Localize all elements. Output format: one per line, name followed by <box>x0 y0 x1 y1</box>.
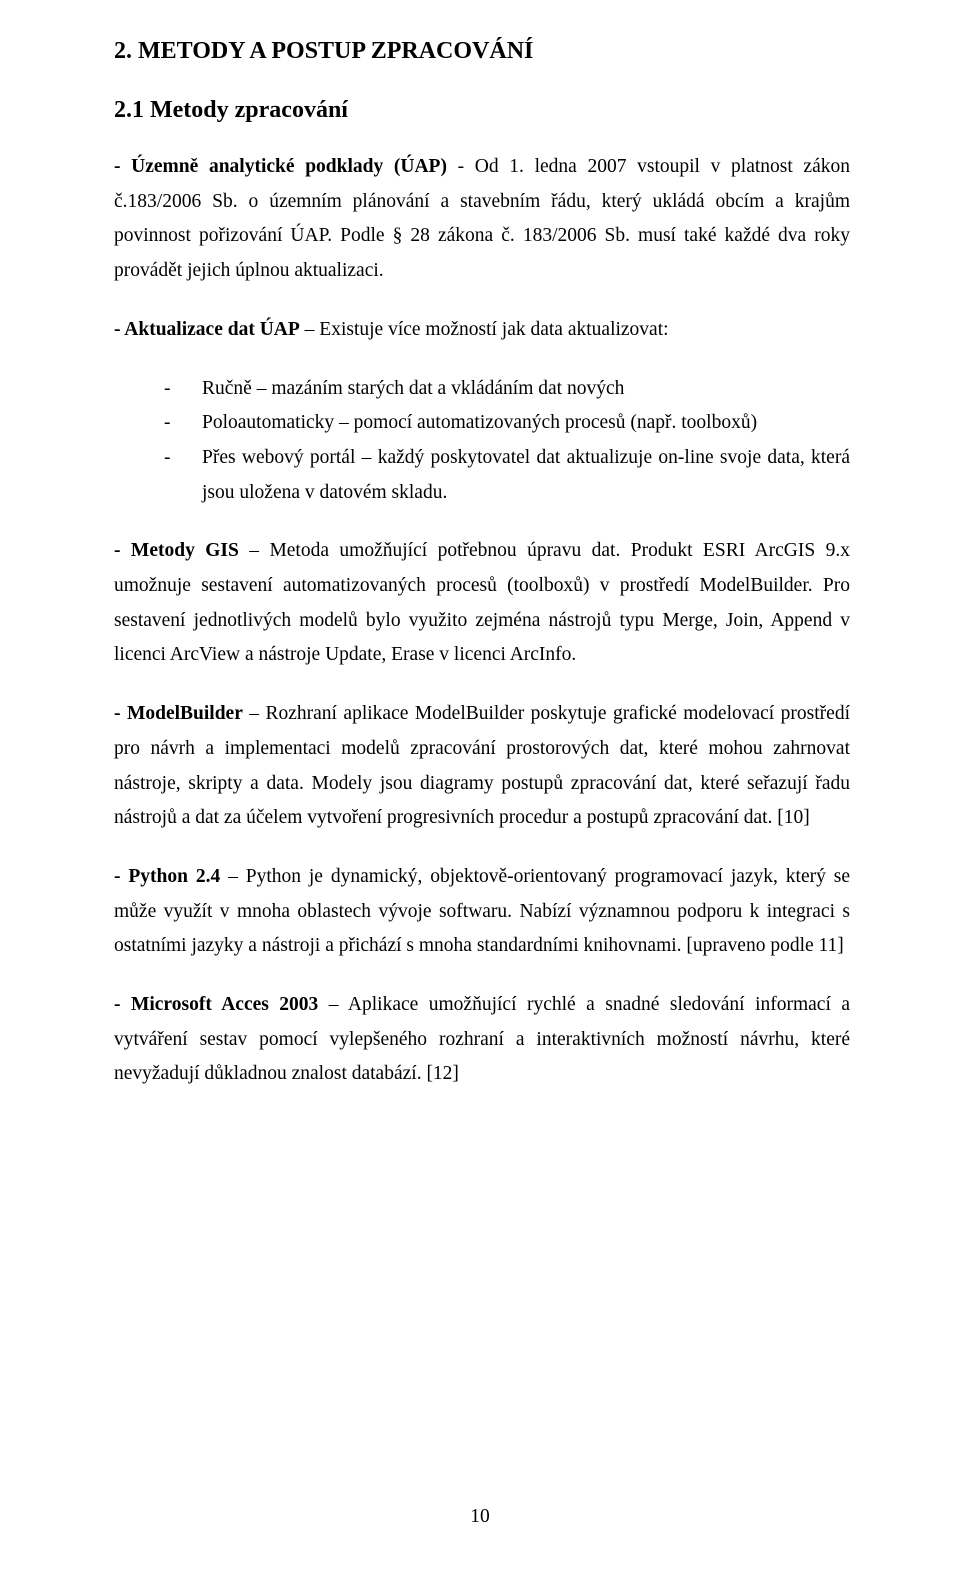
document-page: 2. METODY A POSTUP ZPRACOVÁNÍ 2.1 Metody… <box>0 0 960 1584</box>
paragraph-modelbuilder-term: - ModelBuilder <box>114 703 243 724</box>
paragraph-access-term: - Microsoft Acces 2003 <box>114 994 318 1015</box>
paragraph-access: - Microsoft Acces 2003 – Aplikace umožňu… <box>114 988 850 1092</box>
paragraph-aktualizace-term: - Aktualizace dat ÚAP <box>114 319 300 340</box>
page-number: 10 <box>0 1506 960 1528</box>
methods-list: Ručně – mazáním starých dat a vkládáním … <box>114 372 850 511</box>
paragraph-python-term: - Python 2.4 <box>114 866 220 887</box>
paragraph-python: - Python 2.4 – Python je dynamický, obje… <box>114 860 850 964</box>
paragraph-uap: - Územně analytické podklady (ÚAP) - Od … <box>114 150 850 289</box>
list-item: Poloautomaticky – pomocí automatizovanýc… <box>178 406 850 441</box>
paragraph-gis: - Metody GIS – Metoda umožňující potřebn… <box>114 534 850 673</box>
paragraph-aktualizace-body: – Existuje více možností jak data aktual… <box>300 319 669 340</box>
list-item: Ručně – mazáním starých dat a vkládáním … <box>178 372 850 407</box>
paragraph-modelbuilder: - ModelBuilder – Rozhraní aplikace Model… <box>114 697 850 836</box>
paragraph-gis-term: - Metody GIS <box>114 540 239 561</box>
paragraph-python-body: – Python je dynamický, objektově-oriento… <box>114 866 850 956</box>
heading-sub: 2.1 Metody zpracování <box>114 97 850 124</box>
heading-main: 2. METODY A POSTUP ZPRACOVÁNÍ <box>114 38 850 65</box>
paragraph-aktualizace: - Aktualizace dat ÚAP – Existuje více mo… <box>114 313 850 348</box>
list-item: Přes webový portál – každý poskytovatel … <box>178 441 850 510</box>
paragraph-uap-term: - Územně analytické podklady (ÚAP) <box>114 156 447 177</box>
